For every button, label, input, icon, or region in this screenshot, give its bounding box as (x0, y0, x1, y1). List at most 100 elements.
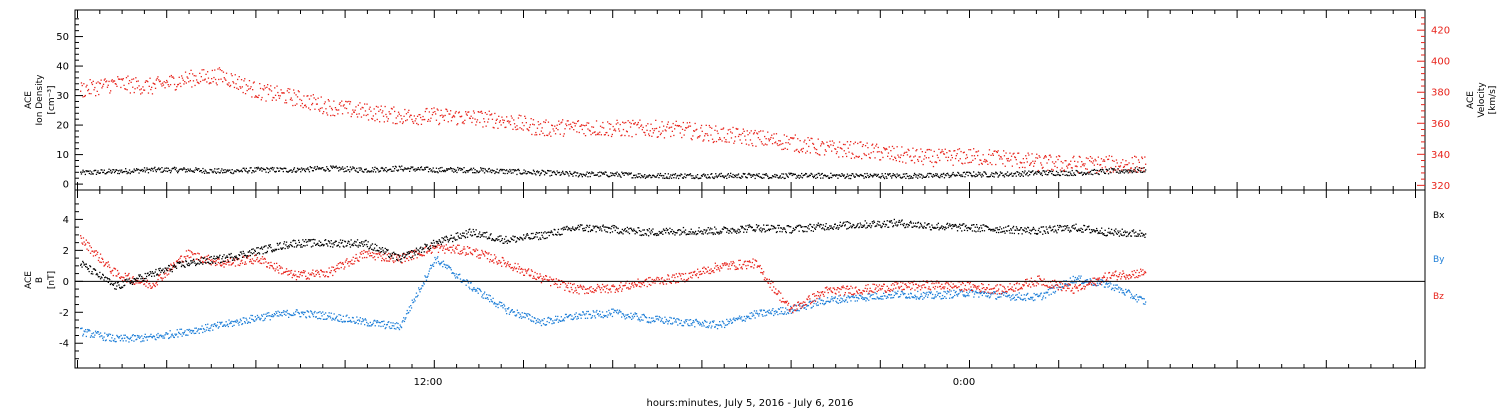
data-point-By (749, 312, 751, 314)
data-point-By (192, 331, 194, 333)
data-point-By (912, 296, 915, 298)
data-point-red (338, 109, 340, 111)
data-point-red (218, 78, 220, 81)
data-point-red (896, 146, 898, 148)
data-point-red (457, 123, 459, 125)
data-point-By (475, 289, 477, 291)
data-point-By (638, 319, 641, 321)
data-point-By (188, 328, 190, 331)
data-point-black (897, 175, 899, 177)
data-point-red (335, 108, 337, 111)
data-point-Bz (94, 254, 97, 257)
data-point-Bz (153, 284, 155, 286)
data-point-By (425, 279, 428, 281)
data-point-red (551, 124, 553, 126)
data-point-By (103, 336, 105, 338)
data-point-black (175, 167, 177, 169)
data-point-red (1119, 165, 1122, 167)
data-point-black (347, 169, 349, 171)
data-point-By (154, 338, 156, 340)
data-point-By (380, 325, 382, 328)
data-point-black (594, 174, 596, 176)
data-point-By (836, 298, 839, 300)
data-point-black (1007, 175, 1009, 177)
data-point-By (691, 324, 693, 326)
data-point-black (1132, 170, 1134, 172)
data-point-red (819, 154, 821, 156)
data-point-By (369, 325, 371, 327)
data-point-black (1044, 173, 1047, 175)
data-point-black (856, 174, 858, 176)
data-point-Bz (361, 257, 364, 259)
data-point-By (911, 296, 913, 298)
data-point-By (1043, 292, 1045, 294)
data-point-black (978, 173, 980, 175)
data-point-red (305, 106, 307, 108)
data-point-By (478, 288, 480, 290)
data-point-black (420, 166, 423, 168)
data-point-red (1034, 160, 1036, 162)
data-point-red (782, 148, 785, 150)
data-point-black (992, 172, 994, 175)
data-point-black (864, 176, 867, 178)
data-point-By (1137, 299, 1140, 301)
data-point-red (1025, 157, 1028, 160)
data-point-red (611, 133, 613, 136)
data-point-By (275, 311, 277, 313)
data-point-red (85, 86, 87, 88)
data-point-By (497, 306, 499, 309)
data-point-red (531, 133, 533, 136)
data-point-By (542, 323, 545, 325)
data-point-black (396, 169, 398, 171)
data-point-red (1082, 163, 1084, 165)
data-point-red (714, 129, 716, 131)
data-point-black (397, 170, 399, 172)
data-point-Bz (84, 244, 86, 246)
data-point-By (1018, 292, 1020, 294)
data-point-Bz (377, 256, 379, 259)
data-point-By (376, 322, 378, 324)
data-point-black (214, 171, 217, 173)
data-point-black (398, 165, 400, 167)
data-point-red (996, 151, 998, 154)
data-point-red (463, 122, 465, 125)
data-point-red (887, 155, 889, 157)
data-point-red (893, 147, 895, 150)
data-point-By (85, 329, 87, 331)
data-point-black (145, 169, 147, 171)
data-point-By (609, 314, 611, 316)
data-point-By (1101, 279, 1103, 281)
data-point-black (332, 165, 334, 167)
data-point-By (708, 325, 710, 327)
data-point-By (626, 317, 628, 319)
data-point-Bz (334, 268, 336, 271)
data-point-black (194, 169, 196, 171)
data-point-red (1037, 169, 1039, 172)
data-point-black (463, 167, 465, 169)
data-point-By (841, 301, 843, 303)
data-point-red (776, 143, 778, 145)
data-point-By (423, 283, 425, 285)
data-point-red (775, 141, 777, 143)
data-point-red (214, 78, 217, 81)
data-point-red (310, 95, 312, 97)
data-point-Bz (192, 259, 195, 261)
data-point-black (1079, 172, 1081, 174)
data-point-red (447, 121, 449, 123)
data-point-Bz (92, 250, 94, 252)
data-point-black (787, 176, 789, 178)
data-point-black (516, 173, 518, 176)
data-point-red (478, 111, 480, 113)
data-point-red (904, 151, 906, 154)
data-point-black (969, 172, 971, 174)
data-point-red (371, 117, 373, 120)
data-point-black (954, 175, 956, 177)
data-point-red (522, 129, 524, 131)
data-point-Bz (284, 271, 286, 273)
data-point-red (986, 160, 988, 162)
data-point-red (845, 152, 847, 155)
data-point-black (512, 172, 514, 174)
data-point-black (988, 176, 991, 178)
data-point-By (853, 296, 855, 299)
data-point-black (230, 172, 232, 174)
